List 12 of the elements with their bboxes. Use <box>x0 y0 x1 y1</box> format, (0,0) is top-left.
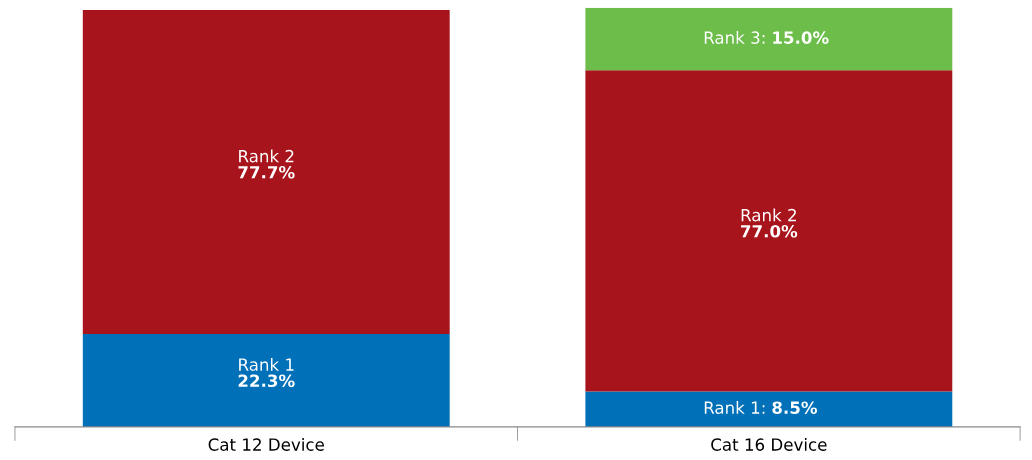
data-label: 77.0% <box>741 224 798 238</box>
data-label: 77.7% <box>238 165 295 179</box>
text: Rank 2 <box>239 149 294 163</box>
text: 15.0% <box>773 31 829 44</box>
series-label: Rank 2 <box>741 208 796 222</box>
series-label: Rank 1 <box>239 358 294 371</box>
x-tick-label: Cat 16 Device <box>711 437 827 451</box>
text: Rank 3: <box>704 31 765 44</box>
data-label: 22.3% <box>238 374 295 388</box>
text: Rank 1: <box>704 401 765 414</box>
text: 8.5% <box>772 401 818 414</box>
x-tick-label: Cat 12 Device <box>208 437 324 451</box>
